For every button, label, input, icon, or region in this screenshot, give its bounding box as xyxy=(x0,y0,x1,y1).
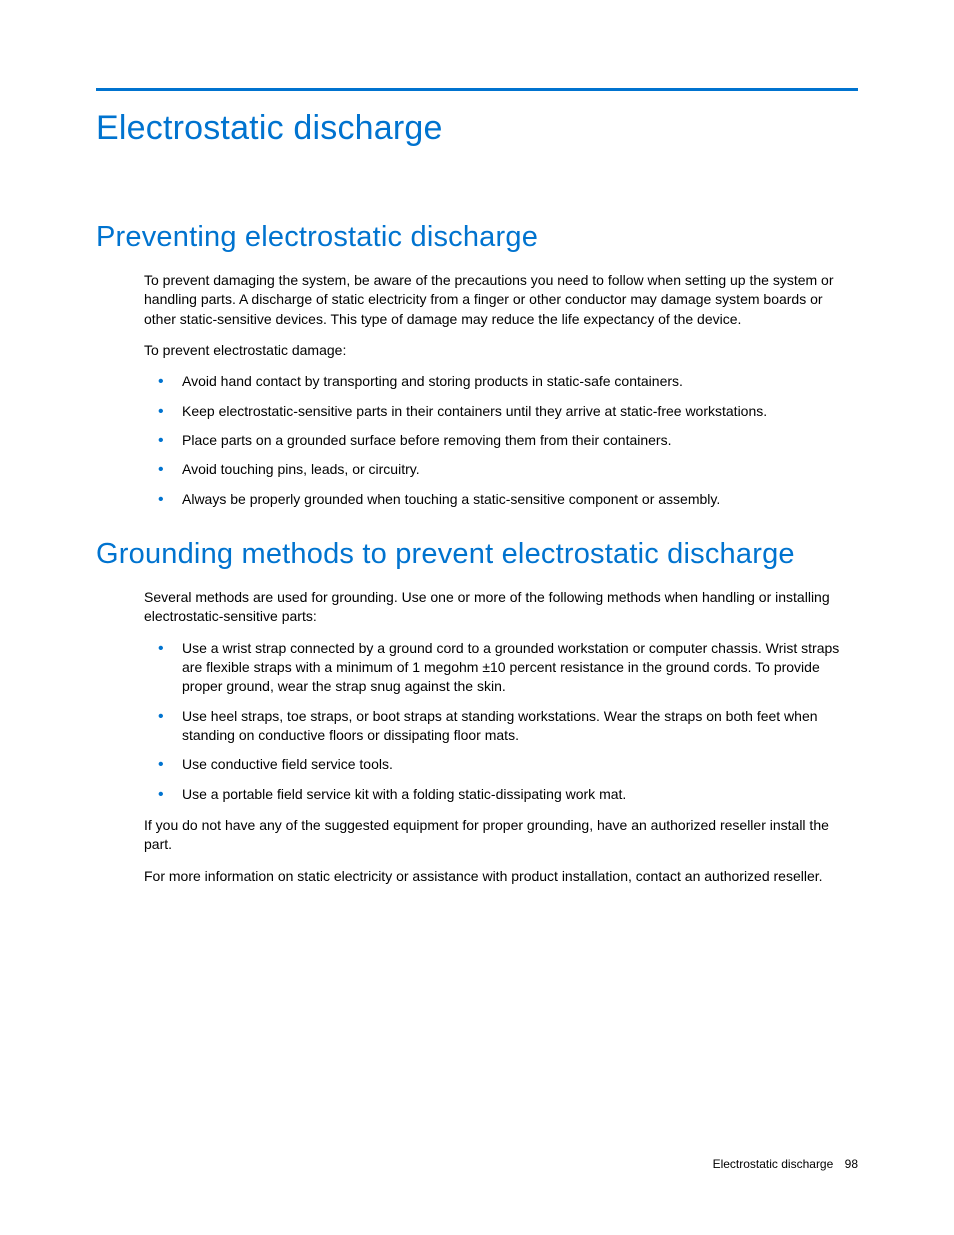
bullet-list: Avoid hand contact by transporting and s… xyxy=(144,372,858,509)
body-paragraph: To prevent damaging the system, be aware… xyxy=(144,271,858,329)
footer-label: Electrostatic discharge xyxy=(713,1157,834,1171)
document-page: Electrostatic discharge Preventing elect… xyxy=(0,0,954,972)
page-title: Electrostatic discharge xyxy=(96,109,858,148)
page-footer: Electrostatic discharge 98 xyxy=(713,1157,858,1171)
body-paragraph: Several methods are used for grounding. … xyxy=(144,588,858,627)
section-body: To prevent damaging the system, be aware… xyxy=(144,271,858,509)
bullet-list: Use a wrist strap connected by a ground … xyxy=(144,639,858,804)
list-item: Keep electrostatic-sensitive parts in th… xyxy=(144,402,858,421)
list-item: Always be properly grounded when touchin… xyxy=(144,490,858,509)
list-item: Use a wrist strap connected by a ground … xyxy=(144,639,858,697)
section-heading: Preventing electrostatic discharge xyxy=(96,218,858,257)
page-number: 98 xyxy=(845,1157,858,1171)
top-rule xyxy=(96,88,858,91)
list-item: Use a portable field service kit with a … xyxy=(144,785,858,804)
body-paragraph: If you do not have any of the suggested … xyxy=(144,816,858,855)
list-item: Use heel straps, toe straps, or boot str… xyxy=(144,707,858,746)
list-item: Use conductive field service tools. xyxy=(144,755,858,774)
section-body: Several methods are used for grounding. … xyxy=(144,588,858,886)
section-heading: Grounding methods to prevent electrostat… xyxy=(96,535,858,574)
list-item: Avoid hand contact by transporting and s… xyxy=(144,372,858,391)
body-paragraph: To prevent electrostatic damage: xyxy=(144,341,858,360)
list-item: Place parts on a grounded surface before… xyxy=(144,431,858,450)
body-paragraph: For more information on static electrici… xyxy=(144,867,858,886)
list-item: Avoid touching pins, leads, or circuitry… xyxy=(144,460,858,479)
